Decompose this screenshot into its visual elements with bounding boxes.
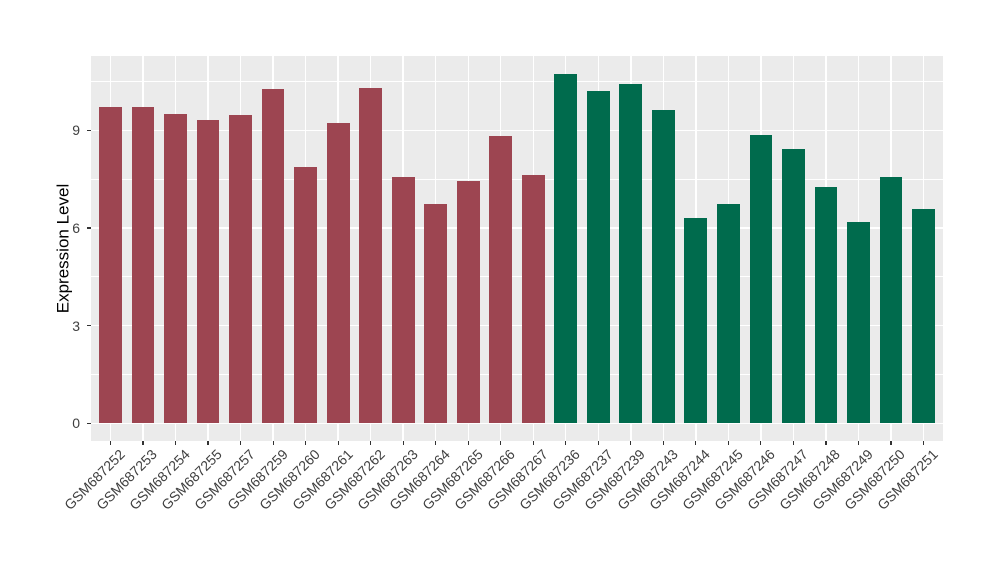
bar-GSM687257 bbox=[229, 114, 252, 424]
bar-GSM687244 bbox=[684, 218, 708, 424]
y-tick-mark bbox=[87, 227, 91, 229]
bar-GSM687261 bbox=[326, 123, 350, 424]
x-tick-mark bbox=[467, 441, 469, 445]
x-tick-mark bbox=[305, 441, 307, 445]
x-tick-mark bbox=[662, 441, 664, 445]
x-tick-mark bbox=[142, 441, 144, 445]
y-axis-title: Expression Level bbox=[53, 183, 73, 314]
x-tick-mark bbox=[337, 441, 339, 445]
y-tick-mark bbox=[87, 129, 91, 131]
x-tick-mark bbox=[565, 441, 567, 445]
bar-GSM687249 bbox=[847, 221, 870, 424]
bar-GSM687253 bbox=[131, 106, 155, 424]
bar-GSM687267 bbox=[521, 174, 545, 424]
x-tick-mark bbox=[890, 441, 892, 445]
x-tick-mark bbox=[760, 441, 762, 445]
y-tick-mark bbox=[87, 422, 91, 424]
bar-GSM687248 bbox=[814, 187, 838, 424]
bar-GSM687246 bbox=[749, 135, 773, 424]
x-tick-mark bbox=[174, 441, 177, 445]
x-tick-mark bbox=[109, 441, 112, 445]
gridline-major-horizontal bbox=[91, 422, 943, 425]
bar-GSM687255 bbox=[196, 119, 220, 424]
bar-GSM687266 bbox=[489, 136, 513, 424]
gridline-major-horizontal bbox=[91, 227, 943, 229]
x-tick-mark bbox=[435, 441, 437, 445]
y-tick-label: 3 bbox=[72, 317, 80, 334]
bar-GSM687252 bbox=[99, 107, 122, 424]
x-tick-mark bbox=[239, 441, 242, 445]
bar-GSM687264 bbox=[424, 203, 448, 424]
x-tick-mark bbox=[922, 441, 925, 445]
x-tick-mark bbox=[370, 441, 372, 445]
gridline-minor-horizontal bbox=[91, 178, 943, 180]
bar-GSM687250 bbox=[879, 177, 903, 424]
bar-GSM687236 bbox=[554, 73, 578, 424]
x-tick-mark bbox=[597, 441, 599, 445]
gridline-major-horizontal bbox=[91, 129, 943, 131]
x-tick-mark bbox=[857, 441, 860, 445]
x-tick-mark bbox=[402, 441, 404, 445]
y-tick-label: 0 bbox=[72, 415, 80, 432]
y-tick-label: 6 bbox=[72, 219, 80, 236]
x-tick-mark bbox=[792, 441, 794, 445]
x-tick-mark bbox=[207, 441, 209, 445]
x-tick-mark bbox=[500, 441, 502, 445]
x-tick-mark bbox=[630, 441, 632, 445]
bar-GSM687251 bbox=[912, 209, 935, 424]
bar-GSM687254 bbox=[164, 113, 187, 424]
x-tick-mark bbox=[532, 441, 534, 445]
y-tick-label: 9 bbox=[72, 122, 80, 139]
x-tick-mark bbox=[825, 441, 827, 445]
x-tick-mark bbox=[272, 441, 274, 445]
bar-GSM687239 bbox=[619, 84, 643, 424]
bar-GSM687237 bbox=[586, 90, 610, 424]
gridline-minor-horizontal bbox=[91, 81, 943, 82]
gridline-major-horizontal bbox=[91, 324, 943, 327]
x-tick-mark bbox=[727, 441, 729, 445]
bar-GSM687259 bbox=[261, 89, 285, 424]
bar-GSM687263 bbox=[391, 177, 415, 424]
bar-GSM687260 bbox=[294, 166, 317, 424]
bar-GSM687243 bbox=[651, 109, 675, 424]
gridline-minor-horizontal bbox=[91, 276, 943, 278]
bar-GSM687262 bbox=[359, 87, 383, 424]
bar-GSM687245 bbox=[716, 203, 740, 424]
bar-GSM687265 bbox=[456, 180, 480, 424]
y-tick-mark bbox=[87, 325, 91, 327]
x-tick-mark bbox=[695, 441, 697, 445]
gridline-minor-horizontal bbox=[91, 374, 943, 375]
bar-GSM687247 bbox=[782, 149, 805, 424]
